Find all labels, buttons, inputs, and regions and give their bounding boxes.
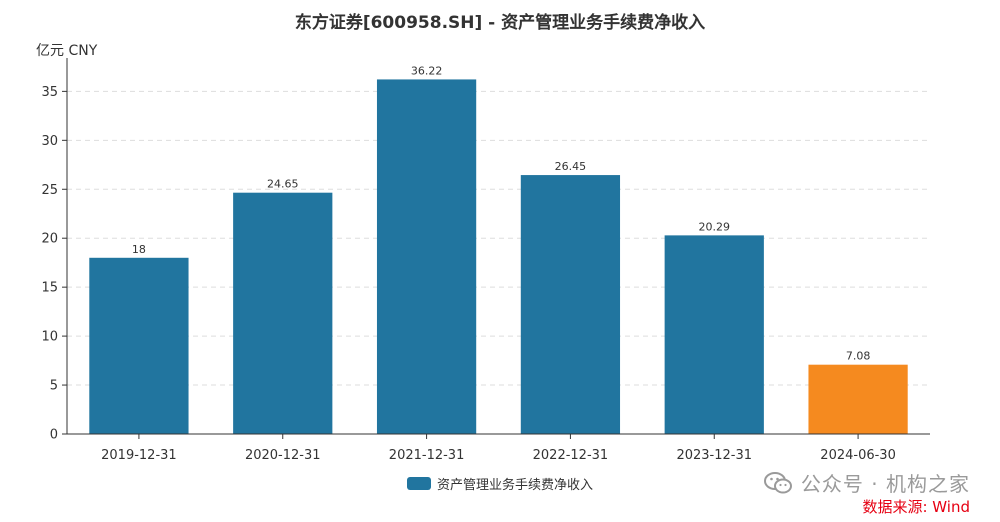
axes: 0 5 10 15 20 25 30 35 2019-12-31 2020-12-31 2021-1… (41, 58, 930, 463)
y-tick-label: 35 (41, 85, 58, 100)
bar-2020-12-31[interactable] (233, 192, 333, 434)
bars: 18 24.65 36.22 26.45 20.29 7.08 (89, 64, 908, 434)
data-label: 26.45 (555, 160, 587, 173)
wechat-icon (763, 471, 792, 493)
x-tick-label: 2022-12-31 (533, 448, 609, 463)
y-tick-label: 25 (41, 183, 58, 198)
data-label: 24.65 (267, 178, 299, 191)
y-tick-label: 20 (41, 232, 58, 247)
y-tick-label: 15 (41, 281, 58, 296)
x-tick-label: 2020-12-31 (245, 448, 321, 463)
x-tick-label: 2019-12-31 (101, 448, 177, 463)
data-label: 7.08 (846, 350, 871, 363)
chart-title: 东方证券[600958.SH] - 资产管理业务手续费净收入 (294, 13, 706, 33)
x-tick-label: 2024-06-30 (820, 448, 896, 463)
watermark-text: 公众号 · 机构之家 (800, 472, 970, 496)
y-tick-label: 30 (41, 134, 58, 149)
x-tick-label: 2021-12-31 (389, 448, 465, 463)
legend-swatch (406, 477, 431, 490)
watermark: 公众号 · 机构之家 (763, 468, 970, 497)
data-label: 36.22 (411, 64, 443, 77)
y-tick-label: 10 (41, 330, 58, 345)
y-tick-label: 5 (50, 379, 58, 394)
bar-2022-12-31[interactable] (520, 175, 621, 434)
y-tick-label: 0 (50, 428, 58, 443)
data-label: 20.29 (699, 220, 731, 233)
bar-2023-12-31[interactable] (664, 235, 764, 434)
data-source: 数据来源: Wind (862, 498, 970, 516)
bar-2024-06-30[interactable] (808, 364, 908, 434)
bar-2021-12-31[interactable] (376, 79, 477, 434)
x-tick-label: 2023-12-31 (676, 448, 752, 463)
data-label: 18 (132, 243, 146, 256)
y-axis-label: 亿元 CNY (36, 43, 98, 59)
bar-chart: 18 24.65 36.22 26.45 20.29 7.08 0 5 10 15 20 25 30 3… (41, 58, 930, 463)
bar-2019-12-31[interactable] (89, 257, 189, 434)
legend[interactable]: 资产管理业务手续费净收入 (0, 474, 1000, 493)
legend-label: 资产管理业务手续费净收入 (436, 478, 593, 493)
grid-lines (67, 90, 930, 386)
